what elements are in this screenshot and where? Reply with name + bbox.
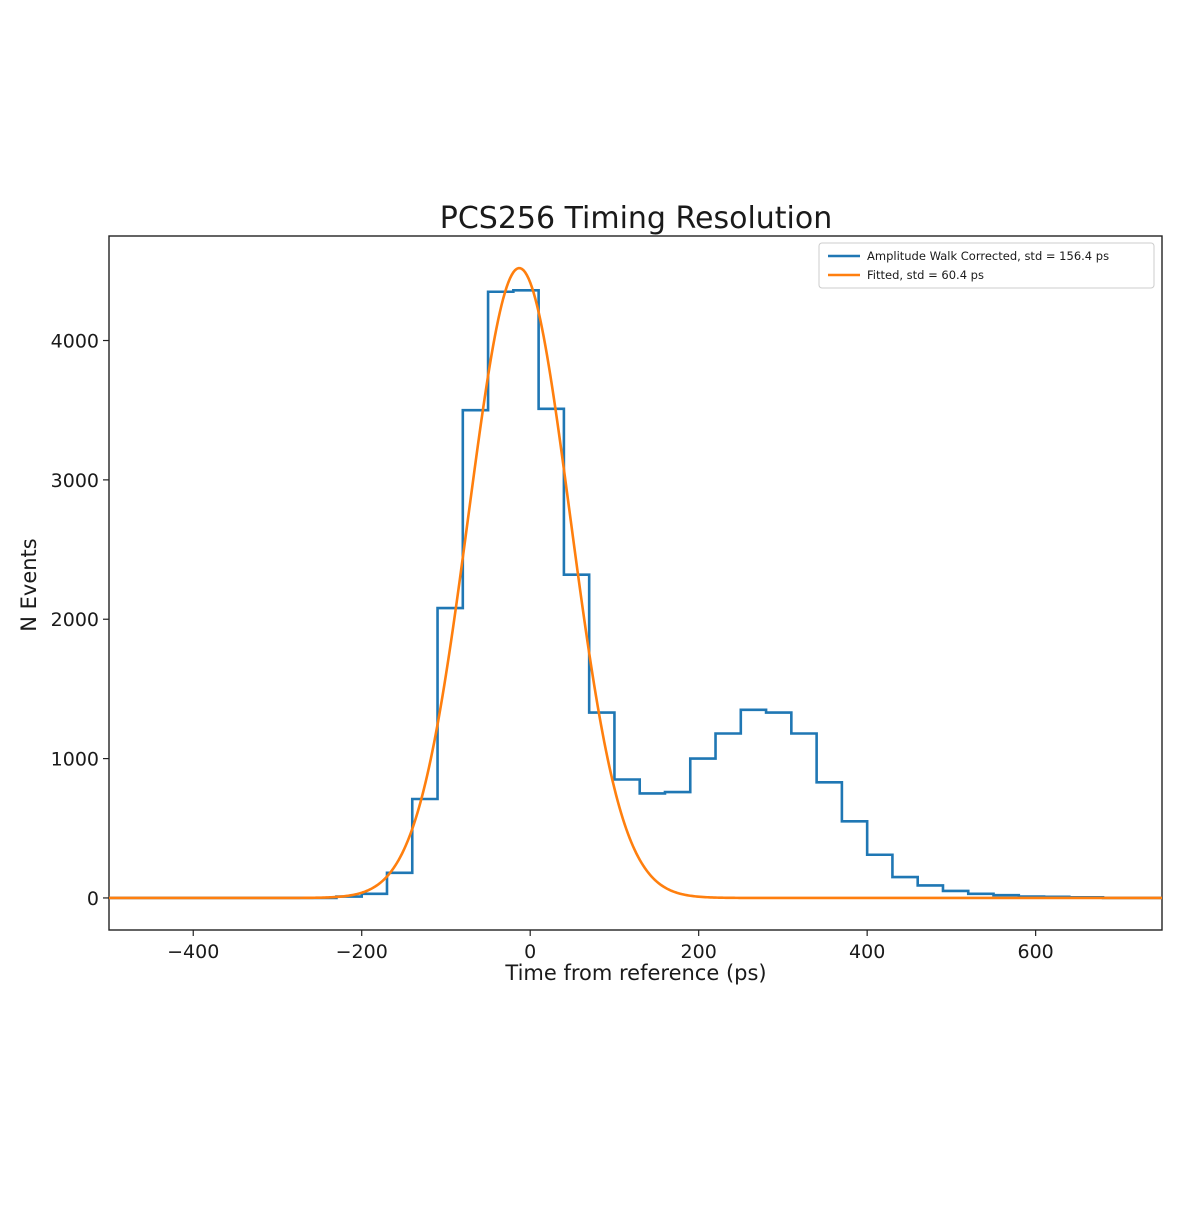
y-tick-label: 0 — [87, 888, 99, 910]
chart-title: PCS256 Timing Resolution — [440, 201, 833, 236]
legend-box — [818, 242, 1155, 289]
y-tick-label: 2000 — [51, 609, 99, 631]
legend-label-fitted: Fitted, std = 60.4 ps — [867, 268, 984, 282]
y-tick-label: 1000 — [51, 749, 99, 771]
x-tick-label: 0 — [524, 941, 536, 963]
x-tick-label: −200 — [336, 941, 388, 963]
plot-frame — [108, 235, 1163, 931]
legend: Amplitude Walk Corrected, std = 156.4 ps… — [818, 242, 1155, 289]
legend-label-amplitude-walk-corrected: Amplitude Walk Corrected, std = 156.4 ps — [867, 249, 1109, 263]
y-tick-label: 4000 — [51, 331, 99, 353]
x-tick-label: 400 — [849, 941, 885, 963]
series-histogram-amplitude-walk-corrected — [109, 289, 1162, 900]
x-tick-label: 600 — [1018, 941, 1054, 963]
series-line-fitted — [109, 266, 1162, 900]
x-tick-label: −400 — [167, 941, 219, 963]
ticks-layer: −400 −200 0 200 400 600 0 1000 2000 3000 4000 — [51, 331, 1054, 963]
y-axis-label: N Events — [17, 538, 41, 632]
y-tick-label: 3000 — [51, 470, 99, 492]
x-axis-label: Time from reference (ps) — [504, 961, 766, 985]
x-tick-label: 200 — [681, 941, 717, 963]
series-layer — [109, 266, 1162, 900]
